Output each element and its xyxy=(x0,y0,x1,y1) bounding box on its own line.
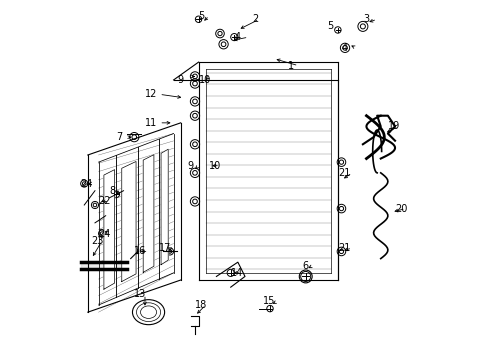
Text: 24: 24 xyxy=(81,179,93,189)
Text: 16: 16 xyxy=(134,247,147,256)
Text: 1: 1 xyxy=(288,61,294,71)
Text: 21: 21 xyxy=(338,168,350,178)
Text: 15: 15 xyxy=(263,296,275,306)
Text: 6: 6 xyxy=(302,261,308,271)
Polygon shape xyxy=(143,155,154,273)
Polygon shape xyxy=(122,161,136,282)
Text: 5: 5 xyxy=(327,21,333,31)
Polygon shape xyxy=(104,170,115,289)
Text: 14: 14 xyxy=(231,268,243,278)
Text: 24: 24 xyxy=(98,229,111,239)
Text: 18: 18 xyxy=(195,300,207,310)
Polygon shape xyxy=(161,149,168,265)
Text: 12: 12 xyxy=(145,89,157,99)
Text: 4: 4 xyxy=(342,43,347,53)
Text: 2: 2 xyxy=(252,14,258,24)
Text: 11: 11 xyxy=(145,118,157,128)
Text: 9: 9 xyxy=(177,75,183,85)
Text: 8: 8 xyxy=(109,186,115,196)
Text: 19: 19 xyxy=(388,121,400,131)
Text: 5: 5 xyxy=(198,11,205,21)
Text: 23: 23 xyxy=(92,236,104,246)
Text: 9: 9 xyxy=(188,161,194,171)
Text: 21: 21 xyxy=(338,243,350,253)
Text: 7: 7 xyxy=(117,132,122,142)
Text: 20: 20 xyxy=(395,203,407,213)
Text: 3: 3 xyxy=(363,14,369,24)
Text: 10: 10 xyxy=(198,75,211,85)
Text: 17: 17 xyxy=(159,243,171,253)
Text: 4: 4 xyxy=(234,32,241,42)
Text: 13: 13 xyxy=(134,289,147,299)
Text: 10: 10 xyxy=(209,161,221,171)
Text: 22: 22 xyxy=(98,197,111,206)
